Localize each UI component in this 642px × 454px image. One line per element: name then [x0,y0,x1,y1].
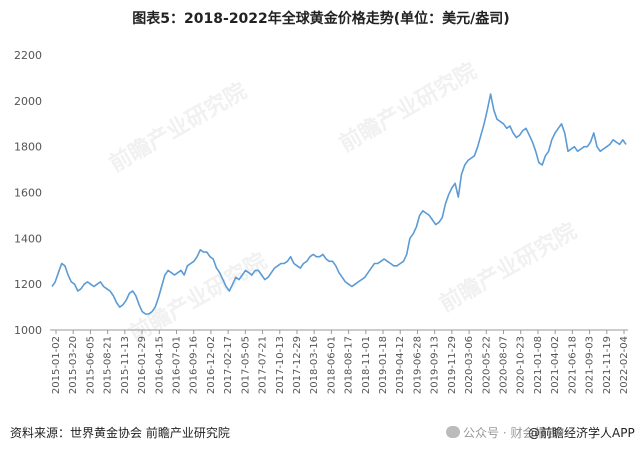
y-tick-label: 1600 [14,187,42,200]
x-tick-label: 2018-03-16 [309,336,320,394]
x-tick-label: 2019-04-12 [395,336,406,394]
x-tick-label: 2017-07-21 [258,336,269,394]
x-tick-label: 2018-08-17 [344,336,355,394]
y-tick-label: 1200 [14,278,42,291]
x-tick-label: 2019-09-13 [430,336,441,394]
x-tick-label: 2021-01-08 [533,336,544,394]
x-tick-label: 2017-10-13 [275,336,286,394]
x-tick-label: 2015-03-20 [68,336,79,394]
wechat-watermark: 公众号 · 财会报告 [446,424,558,441]
source-note: 资料来源：世界黄金协会 前瞻产业研究院 [10,426,230,440]
x-tick-label: 2016-12-02 [206,336,217,394]
x-tick-label: 2020-10-23 [516,336,527,394]
x-tick-label: 2019-01-18 [378,336,389,394]
app-watermark: @前瞻经济学人APP [528,426,635,440]
x-tick-label: 2021-11-19 [602,336,613,394]
y-tick-label: 2000 [14,95,42,108]
x-tick-label: 2019-11-29 [447,336,458,394]
x-tick-label: 2019-06-28 [412,336,423,394]
y-tick-label: 1000 [14,324,42,337]
y-tick-label: 1800 [14,141,42,154]
x-tick-label: 2016-07-01 [171,336,182,394]
y-tick-label: 2200 [14,49,42,62]
x-tick-label: 2018-11-01 [361,336,372,394]
x-tick-label: 2016-04-15 [154,336,165,394]
x-tick-label: 2015-01-02 [51,336,62,394]
x-tick-label: 2016-09-16 [189,336,200,394]
x-tick-label: 2021-06-18 [567,336,578,394]
x-tick-label: 2020-08-07 [499,336,510,394]
x-tick-label: 2020-05-22 [481,336,492,394]
x-tick-label: 2018-06-01 [326,336,337,394]
chart-title: 图表5：2018-2022年全球黄金价格走势(单位：美元/盎司) [132,11,510,27]
x-tick-label: 2020-03-06 [464,336,475,394]
x-tick-label: 2021-09-03 [585,336,596,394]
gold-price-series-line [51,93,627,315]
wechat-icon [446,426,460,438]
x-tick-label: 2022-02-04 [619,336,630,394]
x-tick-label: 2021-04-02 [550,336,561,394]
x-tick-label: 2016-01-29 [137,336,148,394]
x-tick-label: 2015-06-05 [85,336,96,394]
x-tick-label: 2017-02-17 [223,336,234,394]
wechat-label: 公众号 · 财会报告 [463,426,559,440]
x-tick-label: 2015-11-13 [120,336,131,394]
y-tick-label: 1400 [14,232,42,245]
x-tick-label: 2017-12-29 [292,336,303,394]
x-tick-label: 2017-05-05 [240,336,251,394]
x-tick-label: 2015-08-21 [103,336,114,394]
